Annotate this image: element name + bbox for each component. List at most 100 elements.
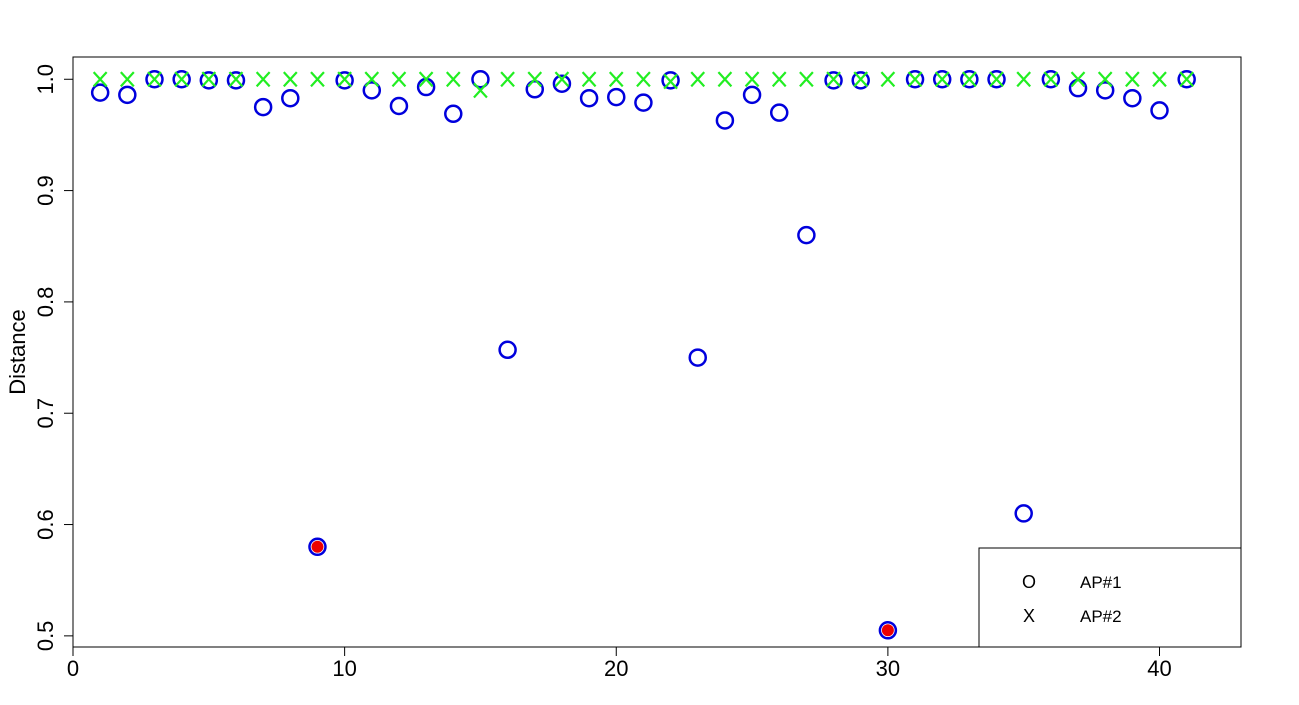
ap2-point [771, 71, 787, 88]
ap1-point [525, 80, 545, 99]
ap1-point [661, 71, 680, 90]
legend-label-ap2: AP#2 [1080, 607, 1122, 626]
ap2-point [717, 71, 733, 88]
legend-box [978, 547, 1242, 648]
ap2-point [228, 71, 244, 88]
x-axis: 0 10 20 30 40 [67, 646, 1172, 681]
y-tick-label: 0.5 [33, 621, 58, 652]
ap1-point [607, 87, 626, 107]
x-tick-label: 30 [876, 656, 900, 681]
ap2-point [690, 71, 706, 88]
ap1-point [145, 70, 164, 89]
ap2-point [880, 71, 896, 88]
ap2-point [92, 71, 108, 88]
ap1-point [308, 537, 327, 557]
ap2-point [581, 71, 597, 88]
ap1-point [688, 348, 707, 367]
ap1-point [579, 88, 599, 108]
ap2-point [636, 71, 651, 88]
ap2-point [1152, 71, 1167, 88]
ap2-point [1125, 71, 1140, 88]
ap1-point [715, 111, 735, 130]
ap1-point [1068, 78, 1088, 98]
ap1-point [769, 103, 789, 122]
ap2-point [1179, 71, 1194, 88]
ap2-point [310, 71, 325, 88]
ap2-point [799, 71, 814, 88]
x-tick-label: 40 [1147, 656, 1171, 681]
ap1-point [797, 225, 816, 245]
legend-marker-ap1: O [1022, 572, 1036, 592]
ap1-point [932, 70, 952, 89]
ap2-point [364, 71, 380, 88]
ap1-point [389, 96, 409, 116]
ap2-point [962, 71, 977, 88]
ap2-point [1097, 71, 1113, 88]
ap1-point [1177, 70, 1196, 89]
ap1-point [552, 74, 572, 93]
ap2-point [608, 71, 624, 88]
ap2-point [201, 71, 217, 88]
legend-label-ap1: AP#1 [1080, 573, 1122, 592]
y-tick-label: 0.8 [33, 287, 58, 318]
ap1-point [444, 104, 463, 124]
y-tick-label: 0.6 [33, 509, 58, 540]
ap2-point [663, 73, 678, 90]
ap1-point [281, 88, 300, 108]
x-tick-label: 0 [67, 656, 79, 681]
ap2-point [934, 71, 950, 88]
ap2-point [744, 71, 760, 88]
highlighted-point [881, 624, 894, 637]
ap1-point [362, 81, 382, 100]
ap2-point [1043, 71, 1059, 88]
legend: O AP#1 X AP#2 [978, 547, 1242, 648]
ap2-point [1016, 71, 1032, 88]
ap1-point [824, 71, 843, 90]
y-tick-label: 0.9 [33, 175, 58, 206]
ap2-point [907, 71, 923, 88]
ap1-point [172, 70, 191, 89]
ap1-point [471, 70, 490, 89]
ap1-point [987, 70, 1006, 89]
highlighted-point [311, 540, 324, 553]
ap2-point [174, 71, 189, 88]
ap1-point [905, 70, 925, 89]
ap2-point [147, 71, 162, 88]
ap1-point [118, 85, 137, 105]
y-tick-label: 1.0 [33, 64, 58, 95]
ap2-point [120, 71, 135, 88]
x-tick-label: 10 [332, 656, 356, 681]
y-axis-label: Distance [5, 309, 30, 395]
ap1-point [878, 621, 898, 640]
series-ap1-points [90, 70, 1196, 640]
ap2-point [418, 71, 434, 88]
ap2-point [500, 71, 515, 88]
ap1-point [90, 83, 110, 102]
ap1-point [498, 340, 517, 360]
ap2-point [473, 82, 488, 99]
ap2-point [445, 71, 461, 88]
ap1-point [226, 71, 246, 90]
ap2-point [255, 71, 271, 88]
ap1-point [960, 70, 979, 89]
ap2-point [337, 71, 352, 88]
ap2-point [391, 71, 407, 88]
ap1-point [1123, 88, 1142, 108]
legend-marker-ap2: X [1023, 606, 1035, 626]
ap1-point [1014, 504, 1033, 523]
y-axis: 0.5 0.6 0.7 0.8 0.9 1.0 [33, 64, 74, 652]
series-ap2-points [92, 71, 1194, 99]
ap1-point [335, 71, 354, 90]
ap2-point [554, 71, 570, 88]
ap2-point [989, 71, 1004, 88]
x-tick-label: 20 [604, 656, 628, 681]
y-tick-label: 0.7 [33, 398, 58, 429]
ap2-point [282, 71, 298, 88]
ap1-point [1041, 70, 1061, 89]
ap2-point [826, 71, 841, 88]
ap1-point [1150, 101, 1169, 120]
ap1-point [199, 71, 219, 90]
ap1-point [742, 85, 762, 105]
ap1-point [851, 71, 870, 90]
